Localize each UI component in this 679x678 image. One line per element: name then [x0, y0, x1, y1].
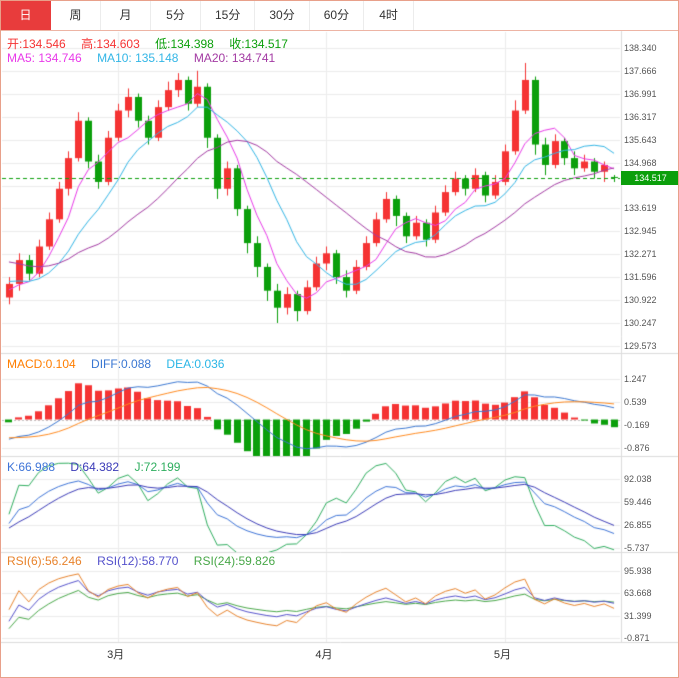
tab-week[interactable]: 周 [51, 1, 101, 30]
timeframe-tabbar: 日 周 月 5分 15分 30分 60分 4时 [1, 1, 678, 31]
tab-60min[interactable]: 60分 [310, 1, 365, 30]
tab-day[interactable]: 日 [1, 1, 51, 30]
tab-4hour[interactable]: 4时 [364, 1, 415, 30]
tab-15min[interactable]: 15分 [201, 1, 256, 30]
tab-30min[interactable]: 30分 [255, 1, 310, 30]
current-price-badge: 134.517 [621, 170, 678, 185]
tab-month[interactable]: 月 [101, 1, 151, 30]
tab-5min[interactable]: 5分 [151, 1, 201, 30]
